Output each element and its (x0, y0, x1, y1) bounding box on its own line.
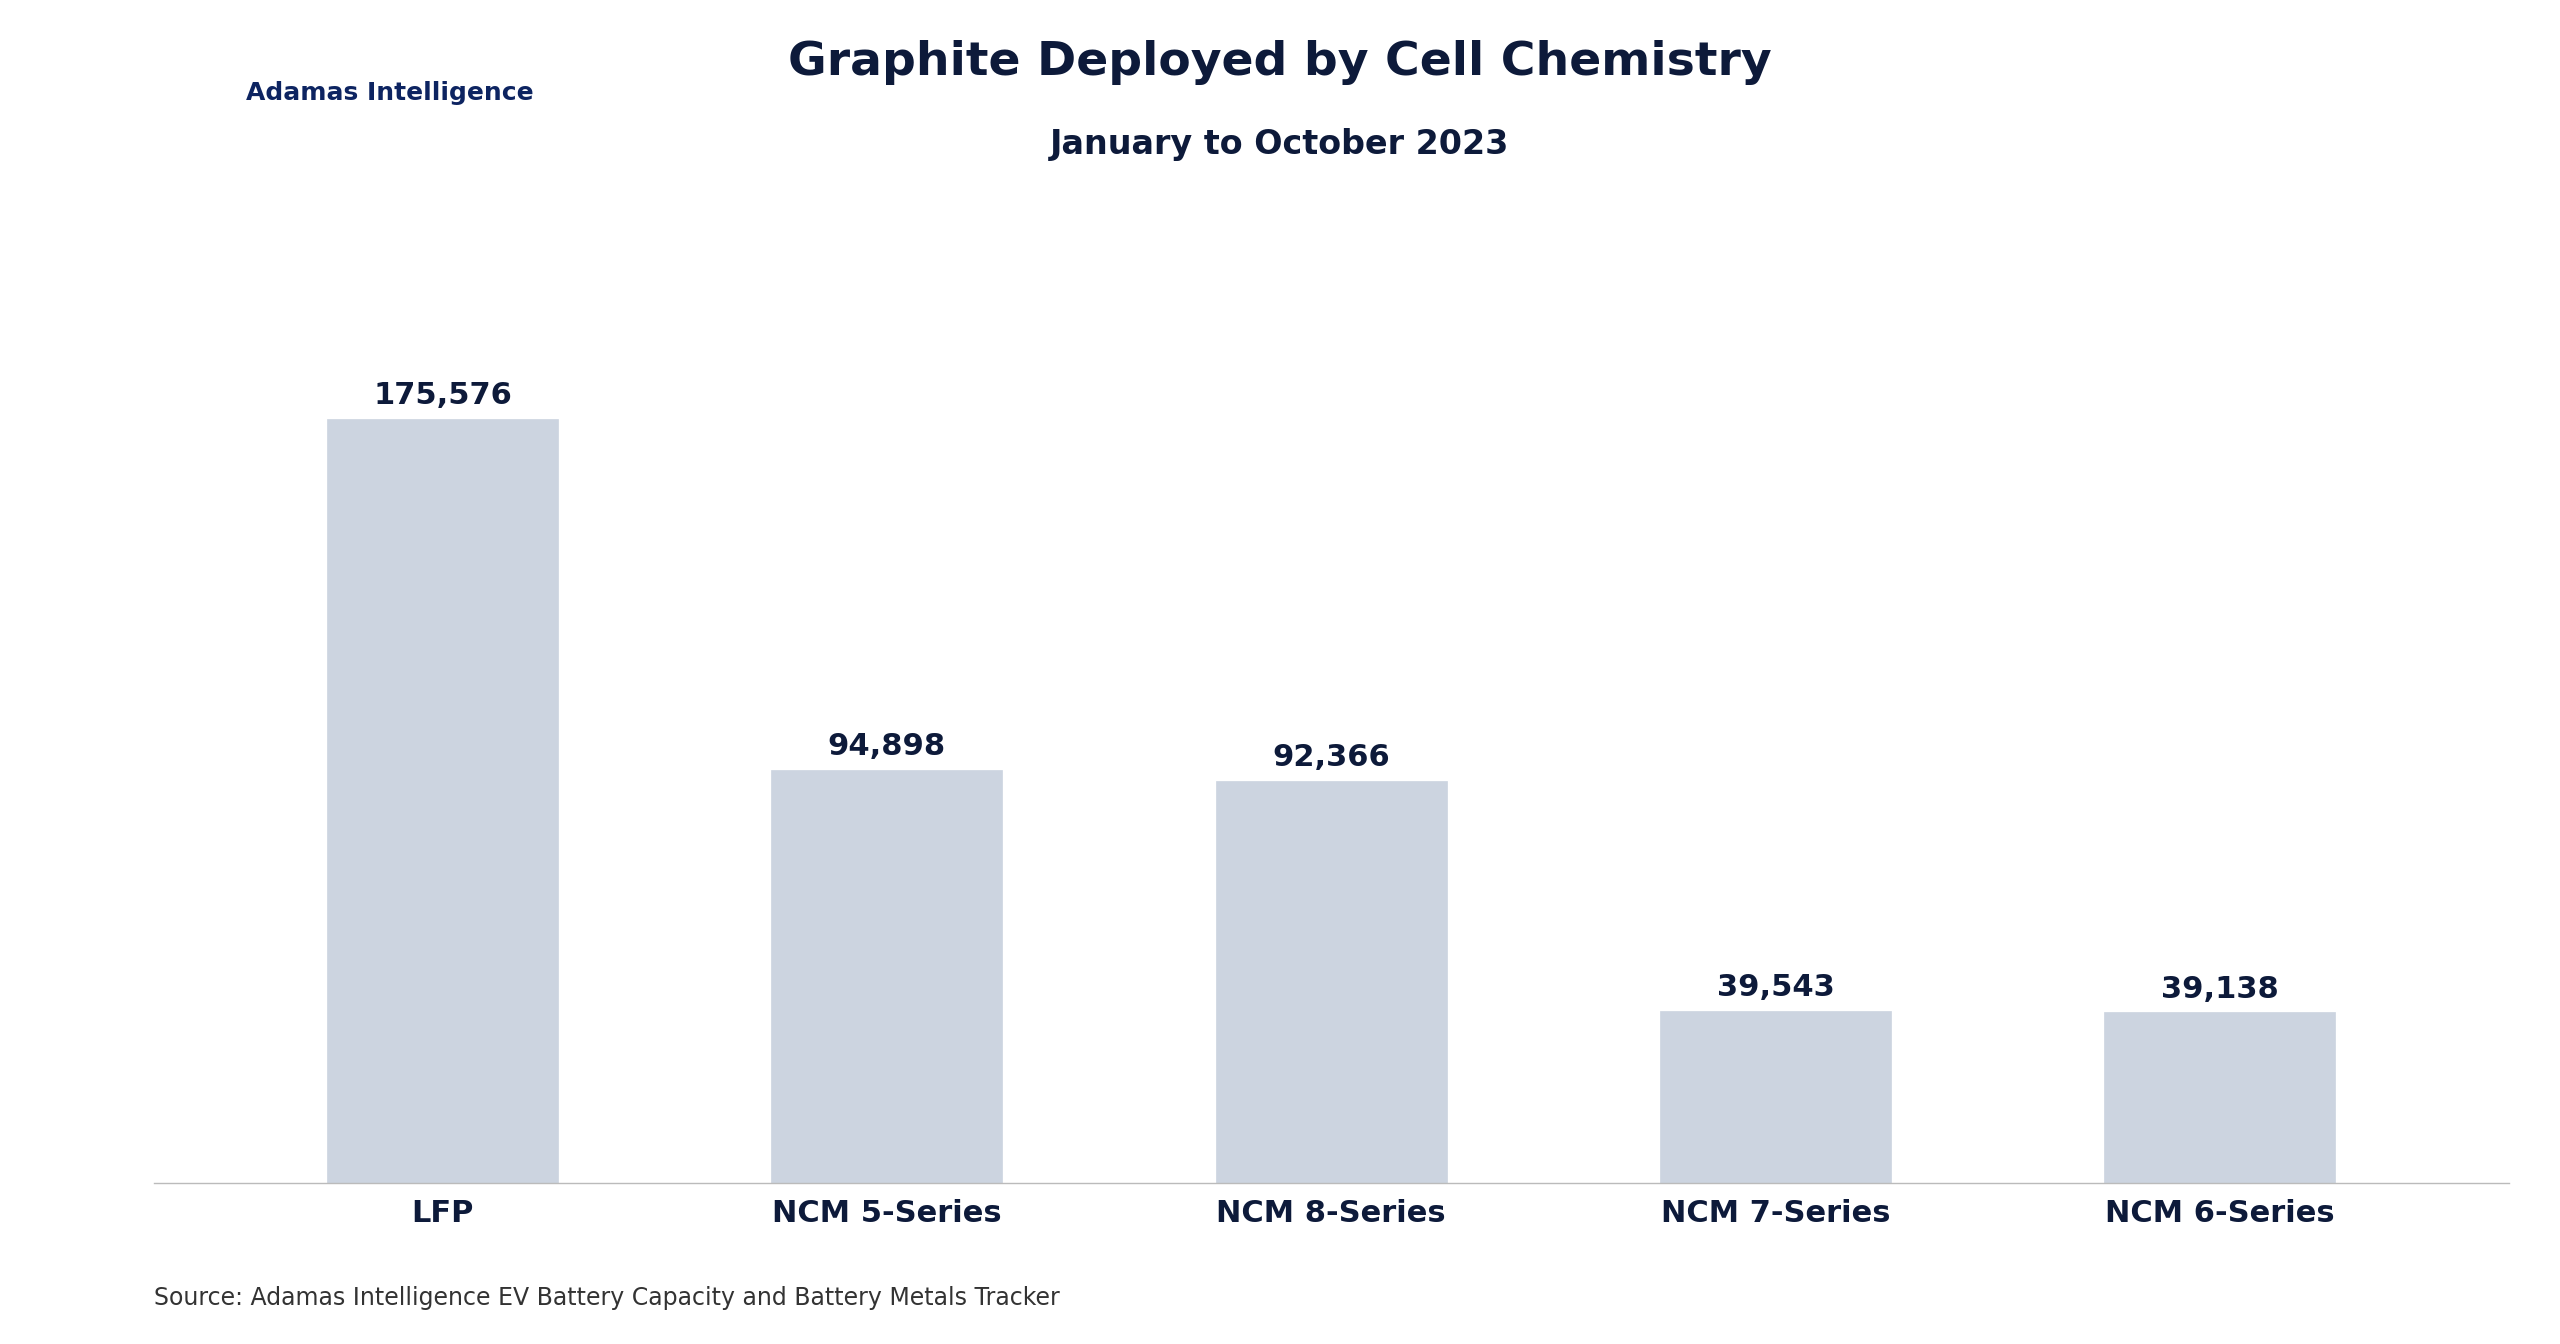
Bar (328, 418, 558, 1183)
Bar (131, 59, 161, 69)
Bar (1659, 1011, 1892, 1183)
Bar (771, 770, 1004, 1183)
Text: 92,366: 92,366 (1272, 743, 1390, 771)
Text: Source: Adamas Intelligence EV Battery Capacity and Battery Metals Tracker: Source: Adamas Intelligence EV Battery C… (154, 1286, 1060, 1310)
Bar (2104, 1012, 2335, 1183)
Text: Ai: Ai (148, 94, 174, 114)
Text: 39,138: 39,138 (2161, 974, 2278, 1004)
Text: 39,543: 39,543 (1718, 973, 1836, 1001)
Text: Graphite Deployed by Cell Chemistry: Graphite Deployed by Cell Chemistry (788, 40, 1772, 85)
Text: 175,576: 175,576 (374, 380, 512, 410)
Text: January to October 2023: January to October 2023 (1050, 128, 1510, 161)
Text: Adamas Intelligence: Adamas Intelligence (246, 81, 532, 105)
Text: 94,898: 94,898 (827, 732, 945, 761)
Bar (1216, 781, 1446, 1183)
